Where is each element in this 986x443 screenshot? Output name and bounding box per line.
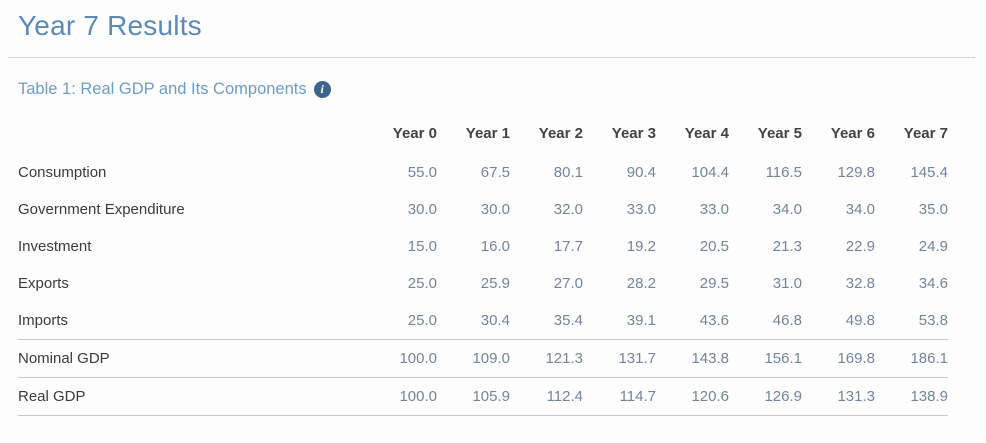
cell-value: 145.4 — [910, 164, 948, 181]
column-header: Year 7 — [903, 125, 948, 142]
cell-value: 30.4 — [480, 312, 510, 329]
results-table: Year 0 Year 1 Year 2 Year 3 Year 4 Year 5 Year… — [18, 112, 948, 416]
row-label: Nominal GDP — [18, 339, 364, 378]
cell-value: 39.1 — [626, 312, 656, 329]
row-label: Consumption — [18, 164, 107, 181]
row-label: Exports — [18, 275, 69, 292]
row-label: Real GDP — [18, 377, 364, 416]
cell-value: 129.8 — [837, 164, 875, 181]
table-row: Government Expenditure 30.0 30.0 32.0 33.0 33… — [18, 191, 948, 228]
table-row: Nominal GDP 100.0 109.0 121.3 131.7 143.8 156.… — [18, 339, 948, 378]
cell-value: 35.4 — [553, 312, 583, 329]
cell-value: 33.0 — [626, 201, 656, 218]
row-label: Investment — [18, 238, 92, 255]
cell-value: 31.0 — [772, 275, 802, 292]
cell-value: 131.7 — [583, 339, 656, 378]
cell-value: 32.8 — [845, 275, 875, 292]
cell-value: 53.8 — [918, 312, 948, 329]
cell-value: 131.3 — [802, 377, 875, 416]
table-row: Real GDP 100.0 105.9 112.4 114.7 120.6 126.9 13… — [18, 377, 948, 416]
row-label: Government Expenditure — [18, 201, 185, 218]
cell-value: 104.4 — [691, 164, 729, 181]
cell-value: 105.9 — [437, 377, 510, 416]
cell-value: 16.0 — [480, 238, 510, 255]
cell-value: 28.2 — [626, 275, 656, 292]
cell-value: 67.5 — [480, 164, 510, 181]
column-header: Year 0 — [392, 125, 437, 142]
column-header: Year 2 — [538, 125, 583, 142]
cell-value: 126.9 — [729, 377, 802, 416]
cell-value: 27.0 — [553, 275, 583, 292]
column-header: Year 4 — [684, 125, 729, 142]
cell-value: 46.8 — [772, 312, 802, 329]
cell-value: 25.9 — [480, 275, 510, 292]
cell-value: 114.7 — [583, 377, 656, 416]
cell-value: 90.4 — [626, 164, 656, 181]
table-row: Exports 25.0 25.9 27.0 28.2 29.5 31.0 32.8 34.6 — [18, 265, 948, 302]
table-caption-row: Table 1: Real GDP and Its Components i — [18, 79, 986, 99]
cell-value: 100.0 — [364, 377, 437, 416]
cell-value: 34.0 — [772, 201, 802, 218]
table-caption: Table 1: Real GDP and Its Components — [18, 79, 307, 98]
cell-value: 100.0 — [364, 339, 437, 378]
cell-value: 34.6 — [918, 275, 948, 292]
cell-value: 55.0 — [407, 164, 437, 181]
cell-value: 22.9 — [845, 238, 875, 255]
cell-value: 80.1 — [553, 164, 583, 181]
table-row: Investment 15.0 16.0 17.7 19.2 20.5 21.3 22.9 24… — [18, 228, 948, 265]
cell-value: 35.0 — [918, 201, 948, 218]
column-header: Year 6 — [830, 125, 875, 142]
cell-value: 24.9 — [918, 238, 948, 255]
cell-value: 109.0 — [437, 339, 510, 378]
cell-value: 43.6 — [699, 312, 729, 329]
column-header: Year 5 — [757, 125, 802, 142]
cell-value: 32.0 — [553, 201, 583, 218]
cell-value: 49.8 — [845, 312, 875, 329]
cell-value: 29.5 — [699, 275, 729, 292]
cell-value: 186.1 — [875, 339, 948, 378]
cell-value: 156.1 — [729, 339, 802, 378]
cell-value: 120.6 — [656, 377, 729, 416]
cell-value: 25.0 — [407, 275, 437, 292]
cell-value: 169.8 — [802, 339, 875, 378]
info-circle-icon[interactable]: i — [313, 80, 331, 98]
corner-cell — [18, 112, 364, 154]
cell-value: 121.3 — [510, 339, 583, 378]
column-header: Year 1 — [465, 125, 510, 142]
cell-value: 25.0 — [407, 312, 437, 329]
cell-value: 30.0 — [480, 201, 510, 218]
cell-value: 20.5 — [699, 238, 729, 255]
cell-value: 33.0 — [699, 201, 729, 218]
cell-value: 143.8 — [656, 339, 729, 378]
title-divider — [8, 57, 975, 58]
cell-value: 34.0 — [845, 201, 875, 218]
table-row: Imports 25.0 30.4 35.4 39.1 43.6 46.8 49.8 53.8 — [18, 302, 948, 340]
cell-value: 138.9 — [875, 377, 948, 416]
cell-value: 17.7 — [553, 238, 583, 255]
row-label: Imports — [18, 312, 69, 329]
cell-value: 15.0 — [407, 238, 437, 255]
column-header: Year 3 — [611, 125, 656, 142]
page-title: Year 7 Results — [18, 10, 202, 41]
cell-value: 112.4 — [510, 377, 583, 416]
table-header-row: Year 0 Year 1 Year 2 Year 3 Year 4 Year 5 Year… — [18, 112, 948, 154]
cell-value: 30.0 — [407, 201, 437, 218]
cell-value: 21.3 — [772, 238, 802, 255]
cell-value: 19.2 — [626, 238, 656, 255]
cell-value: 116.5 — [765, 164, 802, 181]
table-row: Consumption 55.0 67.5 80.1 90.4 104.4 116.5 129… — [18, 154, 948, 191]
